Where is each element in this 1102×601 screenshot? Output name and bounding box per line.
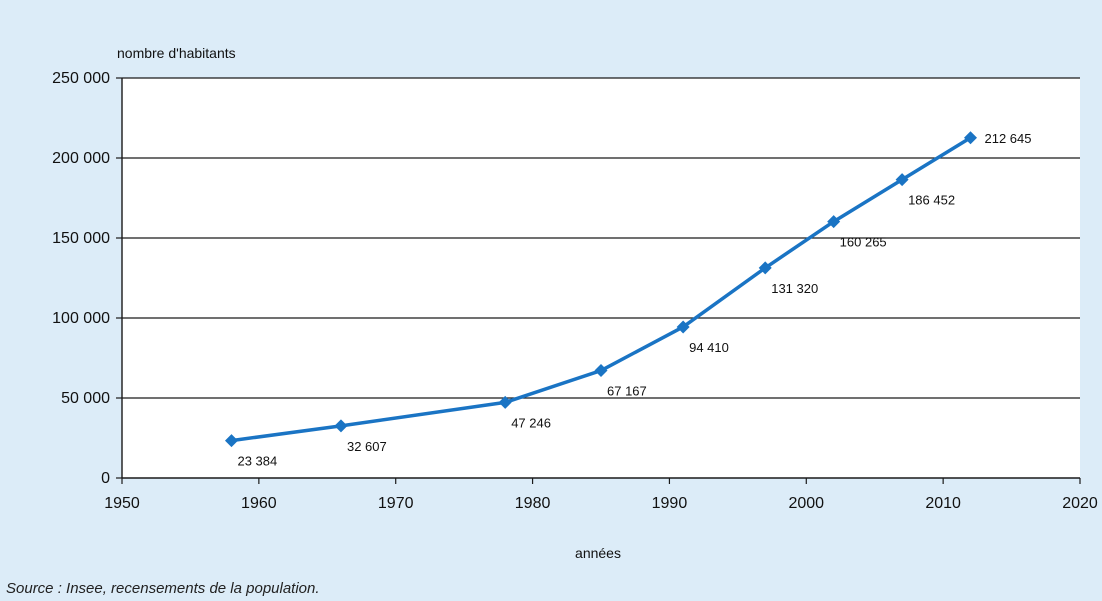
data-label: 160 265	[840, 235, 887, 250]
data-point-marker	[498, 395, 512, 409]
x-axis-title: années	[575, 545, 621, 561]
data-label: 131 320	[771, 281, 818, 296]
y-tick-label: 0	[101, 470, 110, 487]
data-point-marker	[758, 261, 772, 275]
data-label: 186 452	[908, 193, 955, 208]
y-tick-label: 250 000	[52, 70, 110, 87]
y-tick-label: 200 000	[52, 150, 110, 167]
data-point-marker	[964, 131, 978, 145]
data-point-marker	[676, 320, 690, 334]
data-label: 94 410	[689, 340, 729, 355]
gridlines	[122, 77, 1080, 399]
source-note: Source : Insee, recensements de la popul…	[6, 580, 320, 597]
data-label: 23 384	[237, 454, 277, 469]
y-tick-label: 150 000	[52, 230, 110, 247]
plot-area	[122, 78, 1080, 478]
data-point-marker	[594, 364, 608, 378]
data-point-marker	[827, 215, 841, 229]
x-tick-label: 1970	[378, 495, 414, 512]
data-point-marker	[895, 173, 909, 187]
data-label: 67 167	[607, 384, 647, 399]
data-label: 47 246	[511, 415, 551, 430]
x-tick-label: 1960	[241, 495, 277, 512]
data-label: 32 607	[347, 439, 387, 454]
y-axis-title: nombre d'habitants	[117, 45, 236, 61]
data-point-marker	[334, 419, 348, 433]
x-tick-label: 2000	[788, 495, 824, 512]
x-tick-label: 1980	[515, 495, 551, 512]
x-tick-label: 2020	[1062, 495, 1098, 512]
x-tick-label: 1950	[104, 495, 140, 512]
axes: 0 50 000 100 000 150 000 200 000 250 000 1950 1…	[52, 70, 1098, 512]
y-tick-label: 100 000	[52, 310, 110, 327]
data-label: 212 645	[985, 131, 1032, 146]
x-tick-label: 1990	[652, 495, 688, 512]
y-tick-label: 50 000	[61, 390, 110, 407]
data-point-marker	[224, 434, 238, 448]
series: 23 384 32 607 47 246 67 167 94 410 131 320 160…	[224, 131, 1032, 469]
x-tick-label: 2010	[925, 495, 961, 512]
